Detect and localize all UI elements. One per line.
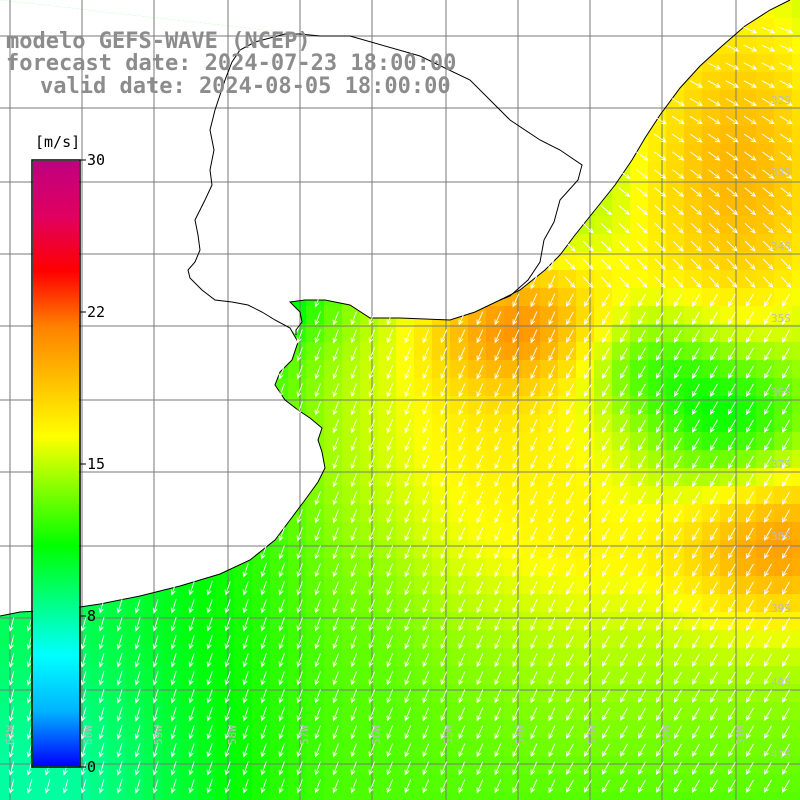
lon-label-53W: 53W bbox=[586, 725, 599, 745]
lat-label-33S: 33S bbox=[771, 166, 791, 179]
colorbar bbox=[33, 159, 86, 768]
colorbar-gradient bbox=[33, 161, 79, 766]
colorbar-tick-8: 8 bbox=[87, 607, 97, 625]
lon-label-55W: 55W bbox=[442, 725, 455, 745]
lat-label-34S: 34S bbox=[771, 240, 791, 253]
lon-label-54W: 54W bbox=[514, 725, 527, 745]
lon-label-60W: 60W bbox=[82, 725, 95, 745]
model-title: modelo GEFS-WAVE (NCEP) bbox=[6, 29, 311, 54]
lat-label-39S: 39S bbox=[771, 602, 791, 615]
forecast-date: forecast date: 2024-07-23 18:00:00 bbox=[6, 51, 457, 76]
lat-label-36S: 36S bbox=[771, 386, 791, 399]
colorbar-tick-30: 30 bbox=[87, 151, 106, 169]
colorbar-tick-15: 15 bbox=[87, 455, 106, 473]
lon-label-51W: 51W bbox=[734, 725, 747, 745]
lon-label-61W: 61W bbox=[4, 725, 17, 745]
lon-label-57W: 57W bbox=[298, 725, 311, 745]
lon-label-59W: 59W bbox=[152, 725, 165, 745]
lon-label-52W: 52W bbox=[660, 725, 673, 745]
colorbar-tick-22: 22 bbox=[87, 303, 106, 321]
lon-label-58W: 58W bbox=[226, 725, 239, 745]
lon-label-56W: 56W bbox=[370, 725, 383, 745]
colorbar-unit: [m/s] bbox=[35, 133, 81, 151]
lat-label-37S: 37S bbox=[771, 458, 791, 471]
colorbar-tick-0: 0 bbox=[87, 758, 97, 776]
lat-label-40S: 40S bbox=[771, 676, 791, 689]
wind-arrows bbox=[8, 26, 794, 794]
axis-labels: 61W 60W 59W 58W 57W 56W 55W 54W 53W 52W 51W 32S 33S 3… bbox=[4, 94, 791, 761]
valid-date: valid date: 2024-08-05 18:00:00 bbox=[40, 74, 451, 99]
lat-label-32S: 32S bbox=[771, 94, 791, 107]
lat-label-35S: 35S bbox=[771, 312, 791, 325]
lat-label-38S: 38S bbox=[771, 530, 791, 543]
lat-label-41S: 41S bbox=[771, 748, 791, 761]
